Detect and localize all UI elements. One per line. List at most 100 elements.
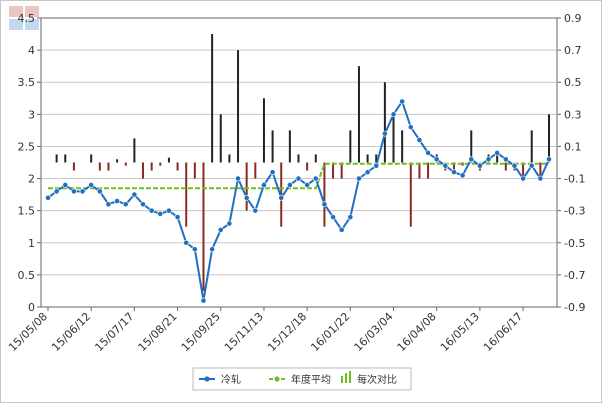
- legend-swatch-bar: [345, 373, 347, 383]
- x-tick-label: 16/03/04: [352, 310, 396, 354]
- comparison-bar: [142, 162, 145, 179]
- watermark-mark: [9, 19, 23, 30]
- price-point: [321, 201, 328, 208]
- price-point: [114, 198, 121, 204]
- price-point: [166, 207, 172, 214]
- price-point: [433, 156, 440, 163]
- comparison-bar: [202, 162, 205, 291]
- legend-swatch-bar: [349, 371, 351, 383]
- comparison-bar: [427, 162, 430, 179]
- watermark-mark: [25, 19, 39, 30]
- price-point: [131, 191, 138, 198]
- price-point: [105, 201, 112, 208]
- price-point: [520, 175, 526, 182]
- comparison-bar: [401, 130, 404, 163]
- comparison-bar: [375, 154, 378, 163]
- price-point: [122, 201, 129, 208]
- price-point: [537, 175, 544, 182]
- price-point: [96, 188, 103, 195]
- price-point: [243, 194, 250, 201]
- right-tick-label: 0.1: [564, 140, 582, 153]
- x-tick-label: 15/06/12: [49, 310, 93, 354]
- comparison-bar: [219, 114, 222, 163]
- left-tick-label: 1.5: [18, 205, 36, 218]
- left-tick-label: 0.5: [18, 269, 36, 282]
- comparison-bar: [64, 154, 67, 163]
- comparison-bar: [392, 114, 395, 163]
- price-point: [312, 175, 319, 182]
- legend-swatch-average-point: [274, 376, 280, 382]
- price-point: [546, 156, 552, 163]
- price-point: [373, 162, 380, 169]
- comparison-bar: [237, 50, 240, 163]
- comparison-bar: [548, 114, 550, 163]
- left-tick-label: 2.5: [18, 140, 36, 153]
- price-point: [71, 188, 77, 195]
- price-point: [485, 156, 492, 163]
- price-point: [416, 137, 423, 143]
- price-point: [209, 246, 216, 253]
- legend[interactable]: 冷轧 年度平均 每次对比: [192, 367, 412, 391]
- comparison-bar: [228, 154, 231, 163]
- comparison-bar: [504, 162, 507, 171]
- comparison-bar: [193, 162, 196, 179]
- comparison-bar: [55, 154, 58, 163]
- price-point: [53, 188, 60, 195]
- watermark-logo: [9, 6, 39, 30]
- comparison-bar: [383, 82, 386, 163]
- price-point: [286, 182, 293, 188]
- legend-swatch-bar: [341, 376, 343, 383]
- comparison-bar: [245, 162, 248, 211]
- comparison-bar: [418, 162, 421, 179]
- comparison-bar: [159, 162, 162, 166]
- comparison-bar: [167, 157, 170, 163]
- price-line: [45, 98, 552, 304]
- price-point: [226, 220, 233, 227]
- price-point: [347, 214, 354, 220]
- price-point: [381, 130, 388, 137]
- right-tick-label: 0.3: [564, 108, 582, 121]
- price-point: [390, 111, 397, 118]
- x-tick-label: 15/11/13: [222, 310, 266, 354]
- legend-label: 每次对比: [357, 373, 397, 386]
- right-tick-label: -0.7: [564, 269, 585, 282]
- comparison-bar: [323, 162, 326, 227]
- price-point: [511, 162, 518, 169]
- price-point: [304, 182, 311, 188]
- left-tick-label: 2: [28, 173, 35, 186]
- price-point: [79, 188, 86, 195]
- price-point: [235, 175, 241, 182]
- price-point: [261, 182, 267, 188]
- comparison-bar: [357, 66, 360, 163]
- right-tick-label: -0.9: [564, 301, 585, 314]
- left-tick-label: 3.5: [18, 76, 36, 89]
- x-tick-label: 16/01/22: [308, 310, 352, 354]
- price-point: [468, 156, 475, 163]
- legend-box: [192, 367, 412, 391]
- price-point: [425, 149, 431, 156]
- price-point: [528, 162, 535, 169]
- price-point: [364, 169, 371, 176]
- x-tick-label: 15/05/08: [6, 310, 50, 354]
- price-point: [191, 246, 198, 253]
- comparison-bar: [124, 162, 127, 166]
- comparison-bar: [254, 162, 257, 179]
- right-tick-label: 0.9: [564, 12, 582, 25]
- left-tick-label: 3: [28, 108, 35, 121]
- price-point: [338, 227, 345, 233]
- watermark-mark: [9, 6, 23, 17]
- comparison-bar: [452, 162, 455, 171]
- comparison-bar: [280, 162, 283, 227]
- x-tick-label: 16/05/13: [438, 310, 482, 354]
- price-point: [407, 124, 414, 131]
- comparison-bar: [530, 130, 533, 163]
- price-point: [502, 156, 509, 163]
- price-point: [399, 98, 406, 105]
- price-point: [476, 162, 483, 169]
- right-tick-label: -0.5: [564, 237, 585, 250]
- price-point: [442, 162, 449, 169]
- price-point: [157, 210, 164, 217]
- price-point: [62, 182, 69, 188]
- average-line-path: [48, 162, 549, 190]
